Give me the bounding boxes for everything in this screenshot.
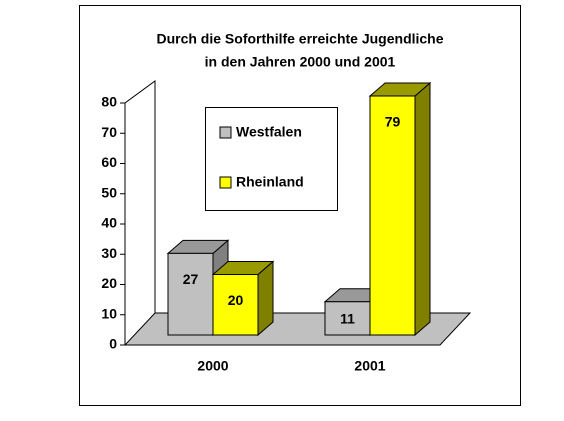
y-tick-label: 30 [101,245,117,261]
bar-face [369,95,416,336]
y-tick-label: 80 [101,94,117,110]
chart-title: Durch die Soforthilfe erreichte Jugendli… [156,31,443,47]
bar-face [212,274,259,336]
legend [205,107,338,211]
value-label: 11 [340,311,355,327]
value-label: 79 [385,114,401,130]
y-tick-label: 20 [101,275,117,291]
y-tick-label: 10 [101,305,117,321]
y-tick-label: 60 [101,154,117,170]
legend-swatch [219,176,232,189]
legend-label: Westfalen [236,124,302,140]
x-tick-label: 2001 [354,358,385,374]
y-tick-label: 50 [101,184,117,200]
x-tick-label: 2000 [197,358,228,374]
back-wall [124,80,156,313]
bar [211,260,275,337]
chart-title: in den Jahren 2000 und 2001 [205,54,396,70]
bar-face [414,81,431,337]
legend-swatch [219,126,232,139]
bar-face [167,252,214,336]
bar [368,81,432,337]
y-tick-label: 70 [101,124,117,140]
value-label: 27 [183,271,199,287]
y-tick-label: 0 [109,336,117,352]
value-label: 20 [228,292,244,308]
y-tick-label: 40 [101,215,117,231]
legend-label: Rheinland [236,174,304,190]
